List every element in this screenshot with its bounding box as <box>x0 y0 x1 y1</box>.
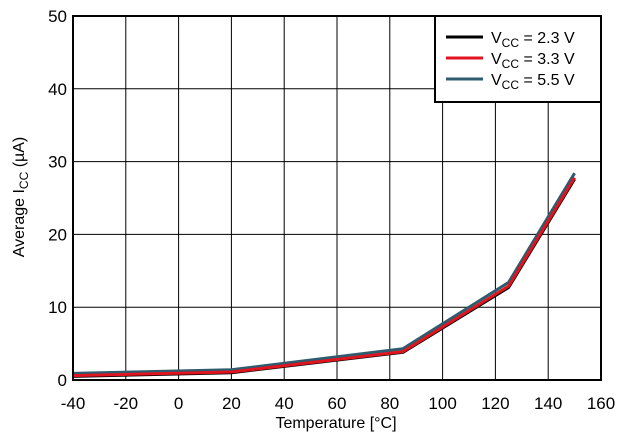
legend-label-2-main: V <box>491 72 502 89</box>
x-tick-label: 160 <box>587 394 615 413</box>
x-tick-label: 80 <box>380 394 399 413</box>
legend-label-1-main: V <box>491 51 502 68</box>
legend-label-2-sub: CC <box>502 78 520 92</box>
x-tick-label: 140 <box>534 394 562 413</box>
series-lines <box>73 173 575 376</box>
x-tick-label: -20 <box>114 394 139 413</box>
y-tick-label: 30 <box>48 153 67 172</box>
y-axis-label-unit: (µA) <box>11 137 28 172</box>
x-tick-label: -40 <box>61 394 86 413</box>
y-tick-labels: 0 10 20 30 40 50 <box>48 7 67 390</box>
legend-label-0-sub: CC <box>502 36 520 50</box>
x-tick-label: 40 <box>275 394 294 413</box>
y-tick-label: 0 <box>58 371 67 390</box>
legend-label-2-value: = 5.5 V <box>519 72 575 89</box>
series-line-0 <box>73 179 575 376</box>
x-tick-label: 120 <box>481 394 509 413</box>
y-axis-label: Average ICC (µA) <box>11 137 31 258</box>
x-tick-label: 60 <box>328 394 347 413</box>
y-tick-label: 50 <box>48 7 67 26</box>
x-tick-label: 0 <box>174 394 183 413</box>
legend-label-1-value: = 3.3 V <box>519 51 575 68</box>
series-line-1 <box>73 178 575 376</box>
x-tick-label: 20 <box>222 394 241 413</box>
y-tick-label: 40 <box>48 80 67 99</box>
y-axis-label-sub: CC <box>17 171 31 189</box>
legend-label-0-main: V <box>491 30 502 47</box>
x-tick-label: 100 <box>428 394 456 413</box>
series-line-2 <box>73 173 575 373</box>
y-tick-label: 10 <box>48 298 67 317</box>
y-axis-label-main: Average I <box>11 189 28 257</box>
x-tick-labels: -40 -20 0 20 40 60 80 100 120 140 160 <box>61 394 615 413</box>
y-tick-label: 20 <box>48 225 67 244</box>
legend-label-0-value: = 2.3 V <box>519 30 575 47</box>
legend: VCC = 2.3 V VCC = 3.3 V VCC = 5.5 V <box>435 16 601 102</box>
x-axis-label: Temperature [°C] <box>275 415 396 432</box>
legend-label-1-sub: CC <box>502 57 520 71</box>
